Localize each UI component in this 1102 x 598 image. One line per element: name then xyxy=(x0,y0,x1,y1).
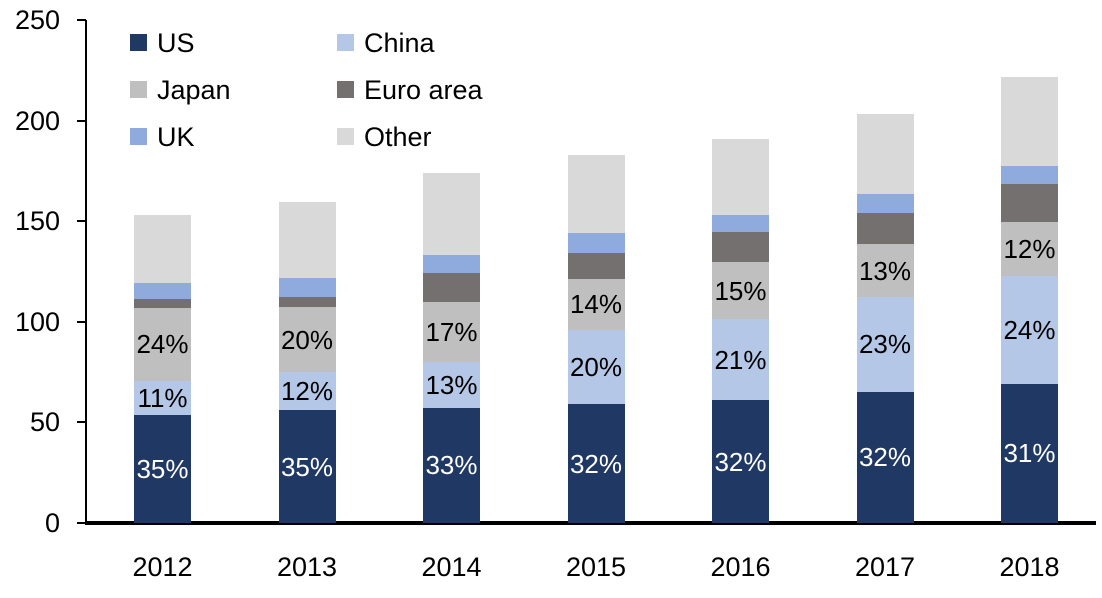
x-tick-label-2014: 2014 xyxy=(421,552,482,582)
bar-segment-uk-2013 xyxy=(278,278,336,298)
segment-data-label: 32% xyxy=(569,448,623,479)
segment-data-label: 24% xyxy=(1003,315,1056,346)
legend-label: China xyxy=(364,28,435,58)
bar-segment-other-2018 xyxy=(1001,76,1058,167)
y-tick-mark xyxy=(77,421,86,424)
legend-label: Other xyxy=(364,122,432,152)
x-axis-line xyxy=(85,521,1096,525)
segment-data-label: 31% xyxy=(1003,438,1056,469)
bar-segment-euro-area-2018 xyxy=(1001,184,1058,223)
bar-segment-china-2014: 13% xyxy=(423,362,480,408)
bar-segment-uk-2016 xyxy=(712,214,769,232)
bar-segment-us-2018: 31% xyxy=(1001,383,1058,523)
x-tick-label-2012: 2012 xyxy=(132,552,193,582)
legend-swatch-icon xyxy=(130,81,147,98)
y-tick-mark xyxy=(77,19,86,21)
bar-segment-other-2017 xyxy=(856,113,914,195)
bar-segment-japan-2018: 12% xyxy=(1001,222,1058,277)
segment-data-label: 12% xyxy=(1003,234,1056,265)
x-tick-label-2017: 2017 xyxy=(854,552,916,582)
bar-segment-china-2016: 21% xyxy=(712,319,769,401)
y-tick-label: 150 xyxy=(14,206,60,237)
segment-data-label: 11% xyxy=(137,383,188,414)
y-tick-mark xyxy=(77,522,86,524)
bar-segment-japan-2012: 24% xyxy=(134,307,191,382)
bar-segment-uk-2017 xyxy=(856,194,914,213)
bar-segment-china-2013: 12% xyxy=(278,371,336,411)
bar-segment-uk-2018 xyxy=(1001,166,1058,185)
bar-segment-us-2013: 35% xyxy=(278,410,336,523)
legend-swatch-icon xyxy=(337,81,354,98)
legend-label: US xyxy=(157,28,195,58)
segment-data-label: 33% xyxy=(425,450,478,481)
legend-swatch-icon xyxy=(337,128,354,145)
bar-segment-china-2015: 20% xyxy=(567,330,625,405)
segment-data-label: 12% xyxy=(280,376,334,406)
bar-segment-japan-2015: 14% xyxy=(567,278,625,331)
bar-segment-euro-area-2012 xyxy=(134,299,191,308)
legend-label: Japan xyxy=(157,75,231,105)
bar-segment-japan-2016: 15% xyxy=(712,261,769,320)
bar-segment-us-2012: 35% xyxy=(134,415,191,523)
bar-segment-japan-2013: 20% xyxy=(278,307,336,372)
x-tick-label-2015: 2015 xyxy=(565,552,627,582)
bar-segment-euro-area-2014 xyxy=(423,272,480,303)
segment-data-label: 23% xyxy=(858,329,912,360)
segment-data-label: 20% xyxy=(569,352,623,383)
y-tick-label: 250 xyxy=(14,5,60,35)
segment-data-label: 21% xyxy=(714,344,767,375)
y-tick-label: 50 xyxy=(29,407,60,438)
y-tick-label: 100 xyxy=(14,306,60,337)
bar-segment-us-2014: 33% xyxy=(423,407,480,523)
x-tick-label-2018: 2018 xyxy=(999,552,1060,582)
y-tick-mark xyxy=(77,119,86,122)
y-tick-label: 200 xyxy=(14,105,60,136)
bar-segment-japan-2017: 13% xyxy=(856,243,914,298)
legend-label: UK xyxy=(157,122,195,152)
segment-data-label: 20% xyxy=(280,324,334,355)
bar-segment-china-2018: 24% xyxy=(1001,276,1058,384)
bar-segment-japan-2014: 17% xyxy=(423,302,480,363)
bar-segment-us-2016: 32% xyxy=(712,400,769,523)
bar-segment-uk-2015 xyxy=(567,232,625,253)
bar-segment-other-2012 xyxy=(134,214,191,283)
bar-segment-us-2017: 32% xyxy=(856,391,914,523)
bar-segment-euro-area-2013 xyxy=(278,297,336,308)
legend-label: Euro area xyxy=(364,75,483,105)
segment-data-label: 35% xyxy=(280,451,334,482)
bar-segment-euro-area-2015 xyxy=(567,252,625,279)
bar-segment-uk-2014 xyxy=(423,254,480,273)
y-tick-label: 0 xyxy=(44,508,60,538)
segment-data-label: 14% xyxy=(569,289,623,320)
bar-segment-other-2015 xyxy=(567,154,625,233)
bar-segment-other-2016 xyxy=(712,138,769,215)
segment-data-label: 35% xyxy=(136,454,189,485)
x-tick-label-2013: 2013 xyxy=(276,552,338,582)
bar-segment-china-2017: 23% xyxy=(856,297,914,392)
bar-segment-us-2015: 32% xyxy=(567,404,625,523)
y-axis-line xyxy=(85,20,87,525)
segment-data-label: 32% xyxy=(714,446,767,477)
bar-segment-other-2014 xyxy=(423,172,480,255)
bar-segment-euro-area-2016 xyxy=(712,231,769,262)
segment-data-label: 13% xyxy=(425,369,478,400)
y-tick-mark xyxy=(77,220,86,223)
bar-segment-uk-2012 xyxy=(134,282,191,300)
segment-data-label: 24% xyxy=(136,329,189,360)
bar-segment-other-2013 xyxy=(278,202,336,279)
y-tick-mark xyxy=(77,320,86,323)
segment-data-label: 13% xyxy=(858,255,912,286)
segment-data-label: 15% xyxy=(714,275,767,306)
bar-segment-china-2012: 11% xyxy=(134,381,191,416)
legend-swatch-icon xyxy=(130,34,147,51)
legend-swatch-icon xyxy=(130,128,147,145)
segment-data-label: 32% xyxy=(858,442,912,473)
x-tick-label-2016: 2016 xyxy=(710,552,771,582)
bar-segment-euro-area-2017 xyxy=(856,212,914,244)
legend-swatch-icon xyxy=(337,34,354,51)
segment-data-label: 17% xyxy=(425,317,478,348)
